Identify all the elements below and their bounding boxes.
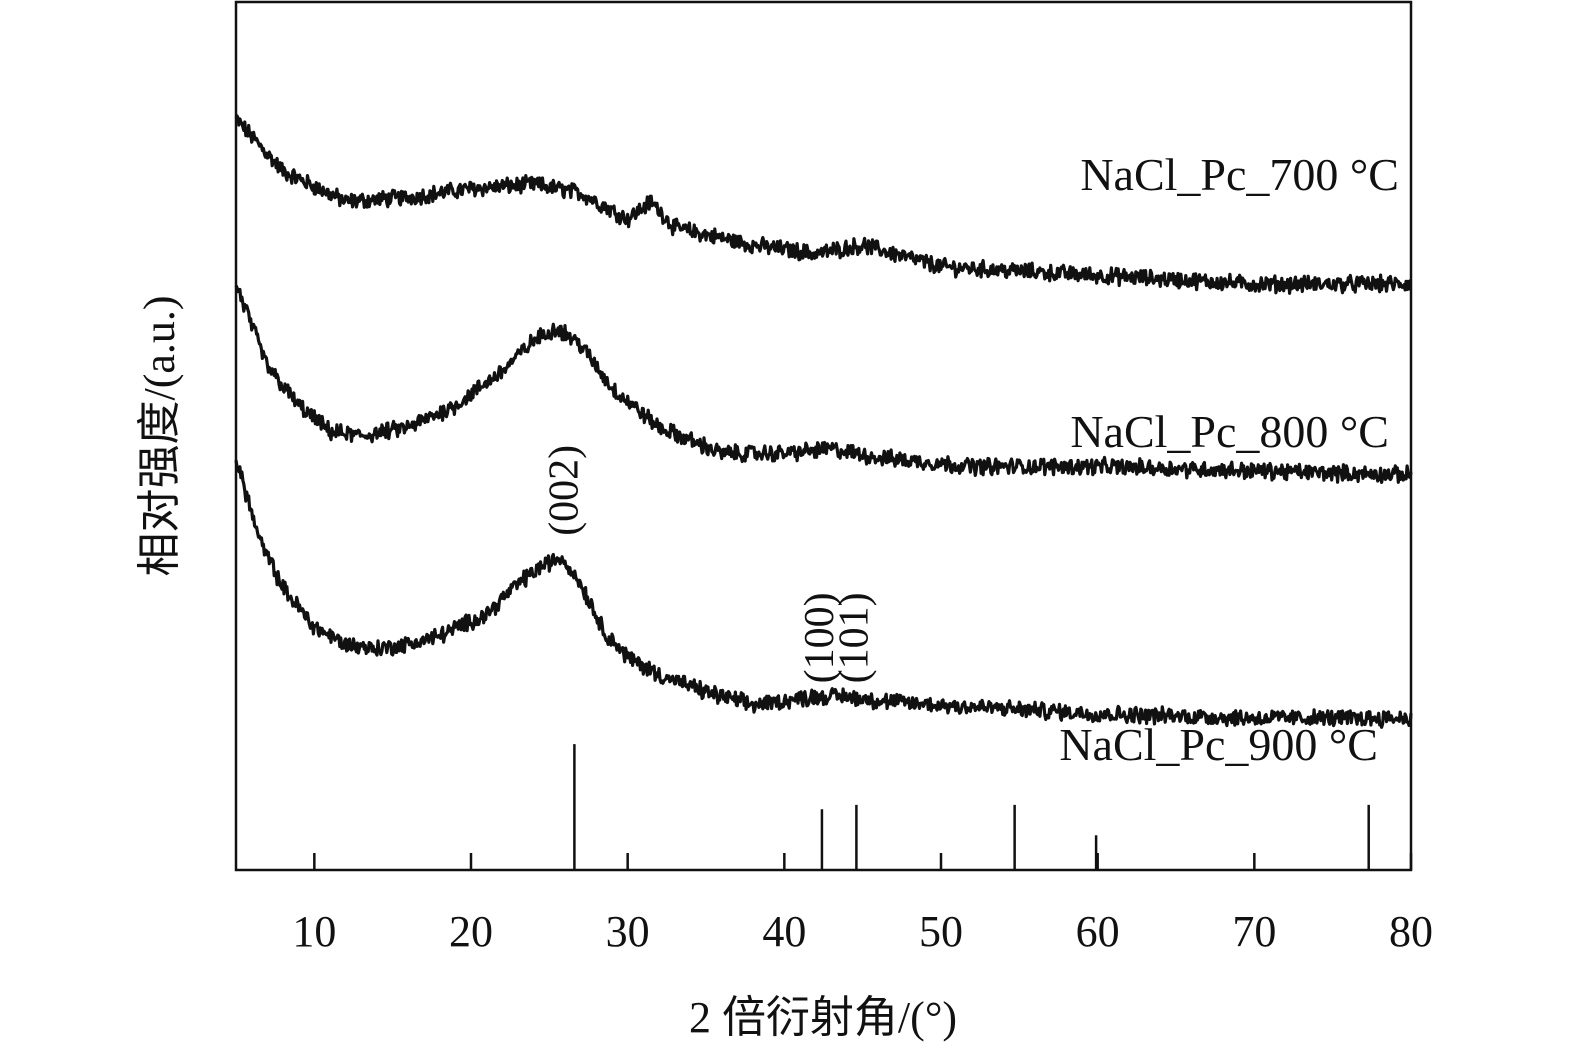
series-traces: [234, 114, 1413, 729]
series-trace: [234, 284, 1413, 484]
peak-labels: (002) (100)(101): [541, 445, 877, 684]
peak-label: (002): [541, 445, 587, 536]
y-axis-title: 相对强度/(a.u.): [135, 295, 184, 576]
series-label: NaCl_Pc_700 °C: [1080, 149, 1399, 200]
series-label: NaCl_Pc_800 °C: [1070, 406, 1389, 457]
series-trace: [234, 459, 1413, 729]
x-axis-tick-labels: 10 20 30 40 50 60 70 80: [292, 907, 1433, 956]
x-tick-label: 10: [292, 907, 336, 956]
x-tick-label: 20: [449, 907, 493, 956]
peak-label: (101): [831, 592, 877, 683]
x-axis-title: 2 倍衍射角/(°): [689, 993, 957, 1042]
series-trace: [234, 114, 1413, 295]
series-label: NaCl_Pc_900 °C: [1059, 719, 1378, 770]
x-tick-label: 50: [919, 907, 963, 956]
plot-frame: [234, 0, 1413, 872]
x-tick-label: 80: [1389, 907, 1433, 956]
reference-lines: [573, 744, 1370, 870]
x-tick-label: 70: [1232, 907, 1276, 956]
x-tick-label: 30: [606, 907, 650, 956]
peak-label: (100): [797, 592, 843, 683]
x-axis-ticks: [313, 853, 1413, 870]
x-tick-label: 40: [762, 907, 806, 956]
series-labels: NaCl_Pc_700 °C NaCl_Pc_800 °C NaCl_Pc_900 …: [1059, 149, 1399, 770]
x-tick-label: 60: [1076, 907, 1120, 956]
